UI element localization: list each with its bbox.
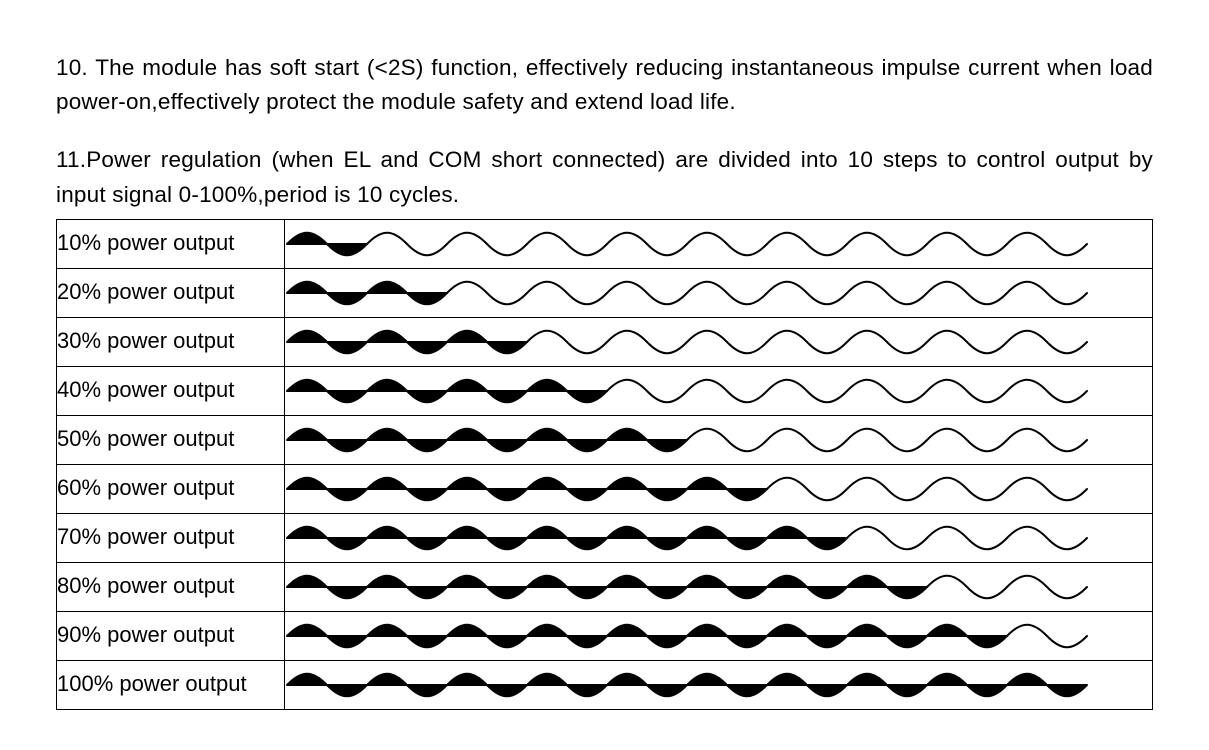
power-output-table-body: 10% power output20% power output30% powe…: [57, 219, 1153, 709]
waveform-filled: [287, 330, 527, 353]
waveform-svg: [285, 570, 1089, 604]
power-output-waveform-cell: [285, 660, 1153, 709]
waveform-svg: [285, 325, 1089, 359]
waveform: [285, 665, 1152, 705]
waveform: [285, 469, 1152, 509]
table-row: 30% power output: [57, 317, 1153, 366]
power-output-waveform-cell: [285, 219, 1153, 268]
waveform-svg: [285, 521, 1089, 555]
waveform: [285, 273, 1152, 313]
power-output-label: 30% power output: [57, 317, 285, 366]
power-output-waveform-cell: [285, 611, 1153, 660]
table-row: 80% power output: [57, 562, 1153, 611]
power-output-waveform-cell: [285, 366, 1153, 415]
waveform: [285, 616, 1152, 656]
waveform: [285, 567, 1152, 607]
waveform-filled: [287, 477, 767, 500]
waveform-filled: [287, 379, 607, 402]
power-output-waveform-cell: [285, 317, 1153, 366]
waveform-outline: [367, 232, 1087, 255]
power-output-label: 80% power output: [57, 562, 285, 611]
waveform-svg: [285, 619, 1089, 653]
table-row: 70% power output: [57, 513, 1153, 562]
waveform-filled: [287, 624, 1007, 647]
waveform-filled: [287, 428, 687, 451]
waveform-filled: [287, 526, 847, 549]
power-output-waveform-cell: [285, 464, 1153, 513]
power-output-label: 100% power output: [57, 660, 285, 709]
waveform-outline: [927, 575, 1087, 598]
waveform: [285, 371, 1152, 411]
waveform-outline: [767, 477, 1087, 500]
waveform-svg: [285, 276, 1089, 310]
power-output-waveform-cell: [285, 513, 1153, 562]
waveform: [285, 224, 1152, 264]
waveform-svg: [285, 374, 1089, 408]
waveform-svg: [285, 472, 1089, 506]
table-row: 100% power output: [57, 660, 1153, 709]
waveform-filled: [287, 673, 1087, 696]
page: 10. The module has soft start (<2S) func…: [0, 0, 1209, 750]
table-row: 40% power output: [57, 366, 1153, 415]
waveform-svg: [285, 668, 1089, 702]
waveform-outline: [527, 330, 1087, 353]
power-output-label: 60% power output: [57, 464, 285, 513]
waveform: [285, 322, 1152, 362]
table-row: 60% power output: [57, 464, 1153, 513]
power-output-label: 90% power output: [57, 611, 285, 660]
table-row: 90% power output: [57, 611, 1153, 660]
table-row: 50% power output: [57, 415, 1153, 464]
power-output-label: 40% power output: [57, 366, 285, 415]
waveform-svg: [285, 423, 1089, 457]
paragraph-11: 11.Power regulation (when EL and COM sho…: [56, 143, 1153, 213]
waveform-svg: [285, 227, 1089, 261]
table-row: 20% power output: [57, 268, 1153, 317]
waveform-filled: [287, 575, 927, 598]
waveform-filled: [287, 232, 367, 255]
waveform: [285, 518, 1152, 558]
waveform-outline: [607, 379, 1087, 402]
waveform-filled: [287, 281, 447, 304]
paragraph-10: 10. The module has soft start (<2S) func…: [56, 51, 1153, 121]
waveform-outline: [847, 526, 1087, 549]
power-output-label: 50% power output: [57, 415, 285, 464]
power-output-label: 10% power output: [57, 219, 285, 268]
waveform-outline: [447, 281, 1087, 304]
waveform-outline: [687, 428, 1087, 451]
waveform: [285, 420, 1152, 460]
power-output-label: 20% power output: [57, 268, 285, 317]
power-output-table: 10% power output20% power output30% powe…: [56, 219, 1153, 710]
power-output-label: 70% power output: [57, 513, 285, 562]
power-output-waveform-cell: [285, 268, 1153, 317]
power-output-waveform-cell: [285, 415, 1153, 464]
waveform-outline: [1007, 624, 1087, 647]
power-output-waveform-cell: [285, 562, 1153, 611]
table-row: 10% power output: [57, 219, 1153, 268]
